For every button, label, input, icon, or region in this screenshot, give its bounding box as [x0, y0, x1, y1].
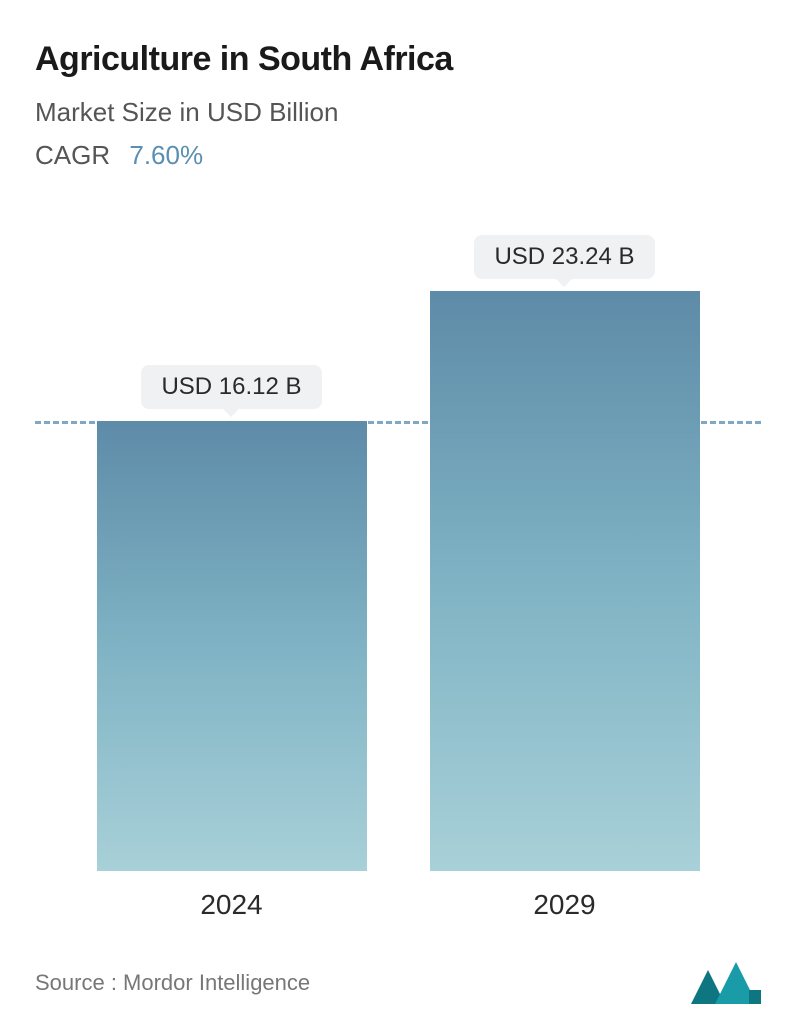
x-label-2024: 2024 — [97, 889, 367, 921]
chart-title: Agriculture in South Africa — [35, 40, 761, 79]
mordor-logo-icon — [691, 962, 761, 1004]
cagr-label: CAGR — [35, 140, 110, 170]
bar-group-2024: USD 16.12 B — [97, 365, 367, 871]
chart-subtitle: Market Size in USD Billion — [35, 97, 761, 128]
x-label-2029: 2029 — [430, 889, 700, 921]
cagr-row: CAGR 7.60% — [35, 140, 761, 171]
x-axis-labels: 2024 2029 — [35, 871, 761, 921]
bar-group-2029: USD 23.24 B — [430, 235, 700, 871]
bars-container: USD 16.12 B USD 23.24 B — [35, 231, 761, 871]
cagr-value: 7.60% — [129, 140, 203, 170]
chart-area: USD 16.12 B USD 23.24 B — [35, 231, 761, 871]
source-text: Source : Mordor Intelligence — [35, 970, 310, 996]
footer: Source : Mordor Intelligence — [35, 962, 761, 1004]
bar-2024 — [97, 421, 367, 871]
value-label-2024: USD 16.12 B — [141, 365, 321, 409]
bar-2029 — [430, 291, 700, 871]
value-label-2029: USD 23.24 B — [474, 235, 654, 279]
